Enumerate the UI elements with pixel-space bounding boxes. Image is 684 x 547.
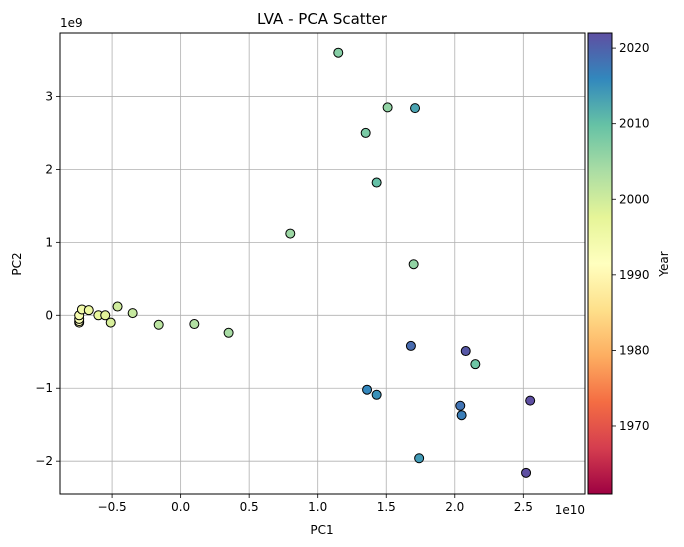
scatter-point bbox=[105, 317, 116, 328]
scatter-point bbox=[405, 340, 416, 351]
x-axis-label: PC1 bbox=[310, 523, 333, 537]
x-tick-label: −0.5 bbox=[98, 500, 127, 514]
plot-frame bbox=[59, 32, 586, 495]
scatter-point bbox=[223, 327, 234, 338]
colorbar bbox=[587, 32, 613, 495]
scatter-points bbox=[74, 47, 536, 478]
scatter-point bbox=[371, 389, 382, 400]
scatter-point bbox=[362, 384, 373, 395]
scatter-point bbox=[83, 305, 94, 316]
x-tick-label: 2.0 bbox=[445, 500, 464, 514]
colorbar-tick-label: 1970 bbox=[619, 419, 650, 433]
scatter-point bbox=[100, 310, 111, 321]
colorbar-tick-label: 2010 bbox=[619, 117, 650, 131]
scatter-point bbox=[408, 259, 419, 270]
scatter-point bbox=[414, 453, 425, 464]
scatter-point bbox=[382, 102, 393, 113]
grid-lines bbox=[60, 33, 585, 494]
x-tick-label: 1.5 bbox=[377, 500, 396, 514]
y-tick-label: −1 bbox=[35, 381, 53, 395]
y-tick-label: 3 bbox=[45, 89, 53, 103]
scatter-point bbox=[285, 228, 296, 239]
colorbar-tick-label: 1990 bbox=[619, 268, 650, 282]
scatter-point bbox=[360, 127, 371, 138]
colorbar-tick-label: 2020 bbox=[619, 41, 650, 55]
scatter-point bbox=[525, 395, 536, 406]
x-tick-label: 0.0 bbox=[171, 500, 190, 514]
scatter-point bbox=[410, 103, 421, 114]
colorbar-label: Year bbox=[657, 251, 671, 277]
colorbar-tick-label: 1980 bbox=[619, 343, 650, 357]
scatter-point bbox=[371, 177, 382, 188]
scatter-point bbox=[456, 410, 467, 421]
scatter-point bbox=[455, 400, 466, 411]
scatter-point bbox=[153, 319, 164, 330]
x-offset-label: 1e10 bbox=[555, 503, 585, 517]
x-tick-label: 1.0 bbox=[308, 500, 327, 514]
y-axis-ticks: −2 −1 0 1 2 3 bbox=[35, 89, 60, 468]
chart-title: LVA - PCA Scatter bbox=[257, 10, 388, 28]
x-tick-label: 0.5 bbox=[240, 500, 259, 514]
y-offset-label: 1e9 bbox=[60, 16, 83, 30]
scatter-point bbox=[460, 346, 471, 357]
scatter-point bbox=[470, 359, 481, 370]
colorbar-ticks: 1970 1980 1990 2000 2010 2020 bbox=[612, 41, 650, 433]
y-axis-label: PC2 bbox=[10, 252, 24, 275]
scatter-point bbox=[127, 308, 138, 319]
y-tick-label: −2 bbox=[35, 454, 53, 468]
y-tick-label: 0 bbox=[45, 308, 53, 322]
scatter-point bbox=[189, 319, 200, 330]
x-tick-label: 2.5 bbox=[514, 500, 533, 514]
y-tick-label: 2 bbox=[45, 162, 53, 176]
scatter-point bbox=[112, 301, 123, 312]
scatter-point bbox=[333, 47, 344, 58]
colorbar-tick-label: 2000 bbox=[619, 192, 650, 206]
y-tick-label: 1 bbox=[45, 235, 53, 249]
scatter-point bbox=[521, 467, 532, 478]
x-axis-ticks: −0.5 0.0 0.5 1.0 1.5 2.0 2.5 bbox=[98, 494, 533, 514]
